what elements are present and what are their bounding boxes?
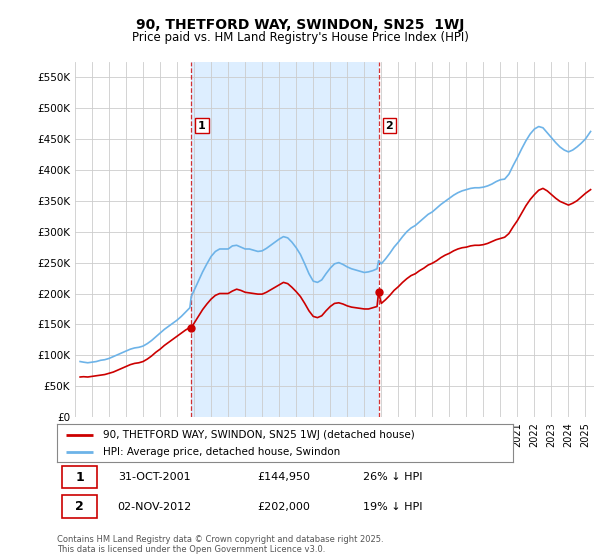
Text: 26% ↓ HPI: 26% ↓ HPI — [363, 472, 423, 482]
Text: HPI: Average price, detached house, Swindon: HPI: Average price, detached house, Swin… — [103, 447, 340, 458]
Text: 31-OCT-2001: 31-OCT-2001 — [118, 472, 190, 482]
Text: 1: 1 — [75, 470, 84, 484]
Text: 90, THETFORD WAY, SWINDON, SN25 1WJ (detached house): 90, THETFORD WAY, SWINDON, SN25 1WJ (det… — [103, 430, 415, 440]
Text: Contains HM Land Registry data © Crown copyright and database right 2025.
This d: Contains HM Land Registry data © Crown c… — [57, 535, 383, 554]
Bar — [191, 62, 379, 417]
Text: £144,950: £144,950 — [257, 472, 311, 482]
Text: 1: 1 — [198, 120, 206, 130]
Text: 19% ↓ HPI: 19% ↓ HPI — [363, 502, 423, 511]
Text: £202,000: £202,000 — [257, 502, 311, 511]
Text: 2: 2 — [385, 120, 393, 130]
Text: Price paid vs. HM Land Registry's House Price Index (HPI): Price paid vs. HM Land Registry's House … — [131, 31, 469, 44]
Text: 02-NOV-2012: 02-NOV-2012 — [118, 502, 192, 511]
FancyBboxPatch shape — [62, 496, 97, 517]
FancyBboxPatch shape — [62, 466, 97, 488]
Text: 2: 2 — [75, 500, 84, 513]
Text: 90, THETFORD WAY, SWINDON, SN25  1WJ: 90, THETFORD WAY, SWINDON, SN25 1WJ — [136, 18, 464, 32]
